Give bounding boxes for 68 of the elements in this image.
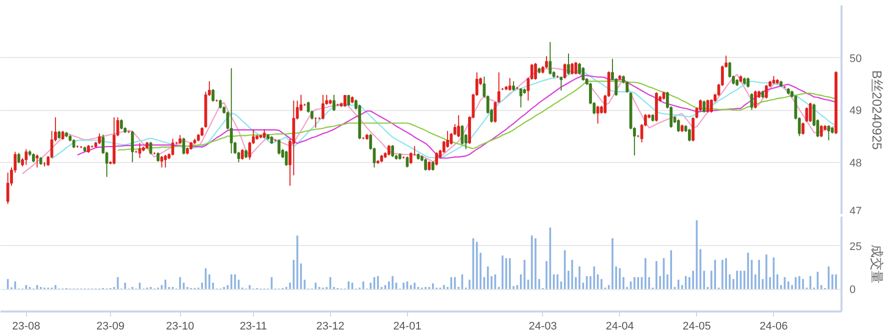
y-tick-label: 50 (850, 52, 862, 65)
x-tick-label: 23-12 (316, 320, 344, 332)
candlestick (431, 160, 434, 172)
x-tick-label: 24-03 (528, 320, 557, 332)
candlestick (512, 80, 515, 92)
candlestick (802, 122, 804, 136)
candlestick (344, 94, 346, 108)
candlestick (596, 105, 600, 124)
candlestick (570, 62, 574, 75)
candlestick (322, 94, 324, 120)
candlestick (574, 61, 578, 75)
candlestick (457, 114, 460, 138)
y-tick-label: 49 (850, 105, 862, 117)
candlestick (230, 68, 233, 154)
candlestick (284, 150, 288, 166)
candlestick (764, 84, 768, 100)
x-tick-label: 23-10 (166, 320, 194, 332)
candlestick (406, 156, 409, 168)
candlestick (160, 155, 164, 168)
candlestick (24, 148, 28, 166)
candlestick (827, 124, 830, 141)
candlestick (17, 152, 20, 164)
candlestick (676, 118, 680, 132)
y-axis-title: B丝20240925 (870, 70, 885, 150)
candlestick (692, 116, 695, 142)
x-tick-label: 24-06 (760, 320, 788, 332)
candlestick (497, 72, 500, 104)
y-tick-label: 48 (850, 157, 862, 170)
y-axis-title: 成交量 (870, 244, 885, 284)
y-tick-label: 0 (850, 284, 856, 296)
candlestick (534, 62, 537, 80)
candlestick (563, 63, 566, 80)
candlestick (688, 128, 691, 142)
candlestick (494, 101, 497, 124)
candlestick (240, 148, 244, 160)
candlestick (702, 100, 706, 114)
x-tick-label: 24-01 (393, 320, 422, 332)
candlestick (278, 138, 280, 155)
candlestick (332, 94, 336, 112)
candlestick (164, 154, 167, 168)
candlestick (746, 77, 750, 88)
candlestick (120, 118, 123, 130)
candlestick (424, 158, 428, 172)
candlestick (36, 154, 39, 168)
candlestick (435, 152, 438, 166)
candlestick (820, 124, 823, 138)
candlestick (428, 160, 431, 172)
candlestick (130, 130, 134, 163)
candlestick (156, 152, 160, 162)
candlestick (582, 66, 585, 82)
x-tick-label: 24-05 (682, 320, 711, 332)
candlestick (519, 88, 522, 108)
candlestick (754, 90, 757, 109)
candlestick (805, 106, 808, 123)
x-tick-label: 23-11 (240, 320, 268, 332)
candlestick (388, 144, 390, 156)
x-tick-label: 24-04 (606, 320, 634, 332)
candlestick (508, 78, 512, 92)
candlestick (548, 42, 552, 75)
candlestick (212, 88, 214, 102)
candlestick (567, 53, 570, 75)
candlestick (808, 102, 812, 123)
candlestick (560, 76, 563, 92)
x-tick-label: 23-08 (12, 320, 40, 332)
x-tick-label: 23-09 (96, 320, 125, 332)
y-tick-label: 25 (850, 240, 862, 253)
candlestick (98, 133, 101, 144)
candlestick (391, 144, 394, 158)
